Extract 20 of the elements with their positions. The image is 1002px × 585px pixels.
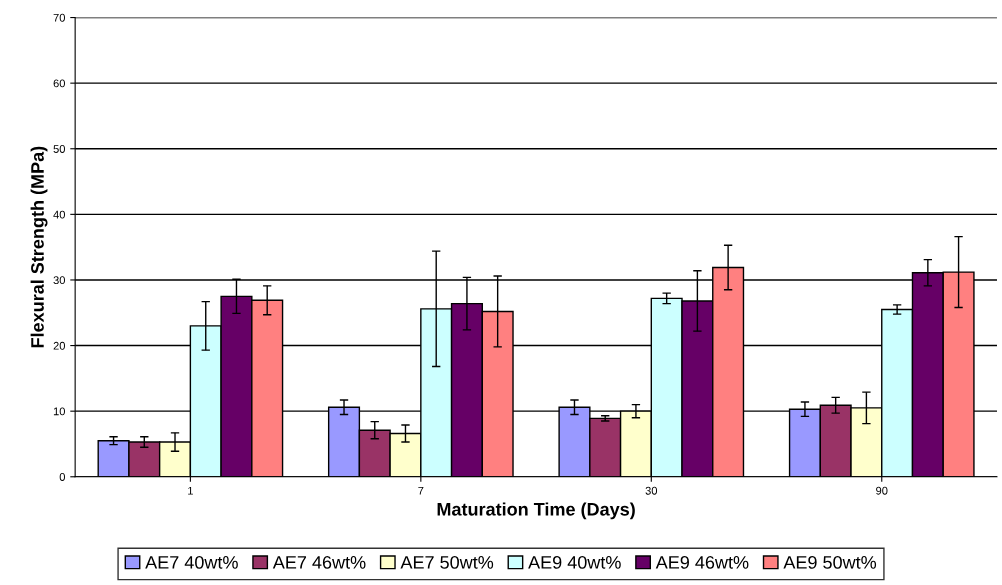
y-tick-label: 10 [53, 407, 65, 416]
y-tick-label: 0 [59, 473, 65, 481]
y-tick-label: 60 [53, 79, 65, 88]
x-axis-title: Maturation Time (Days) [437, 502, 635, 520]
y-axis-title: Flexural Strength (MPa) [30, 146, 48, 348]
legend-label: AE7 46wt% [272, 556, 366, 569]
y-tick-label: 20 [53, 341, 65, 350]
legend-label: AE7 40wt% [145, 556, 238, 569]
x-tick-label: 7 [418, 486, 424, 495]
y-tick-label: 70 [53, 13, 65, 22]
legend-label: AE9 46wt% [655, 556, 749, 569]
y-tick-label: 30 [53, 276, 65, 285]
legend-label: AE9 40wt% [528, 556, 621, 569]
x-tick-label: 30 [645, 486, 658, 495]
legend-label: AE7 50wt% [400, 556, 494, 569]
x-tick-label: 1 [188, 486, 193, 495]
legend-label: AE9 50wt% [783, 556, 877, 569]
y-tick-label: 50 [53, 145, 65, 153]
y-tick-label: 40 [53, 210, 65, 219]
x-tick-label: 90 [876, 486, 888, 495]
